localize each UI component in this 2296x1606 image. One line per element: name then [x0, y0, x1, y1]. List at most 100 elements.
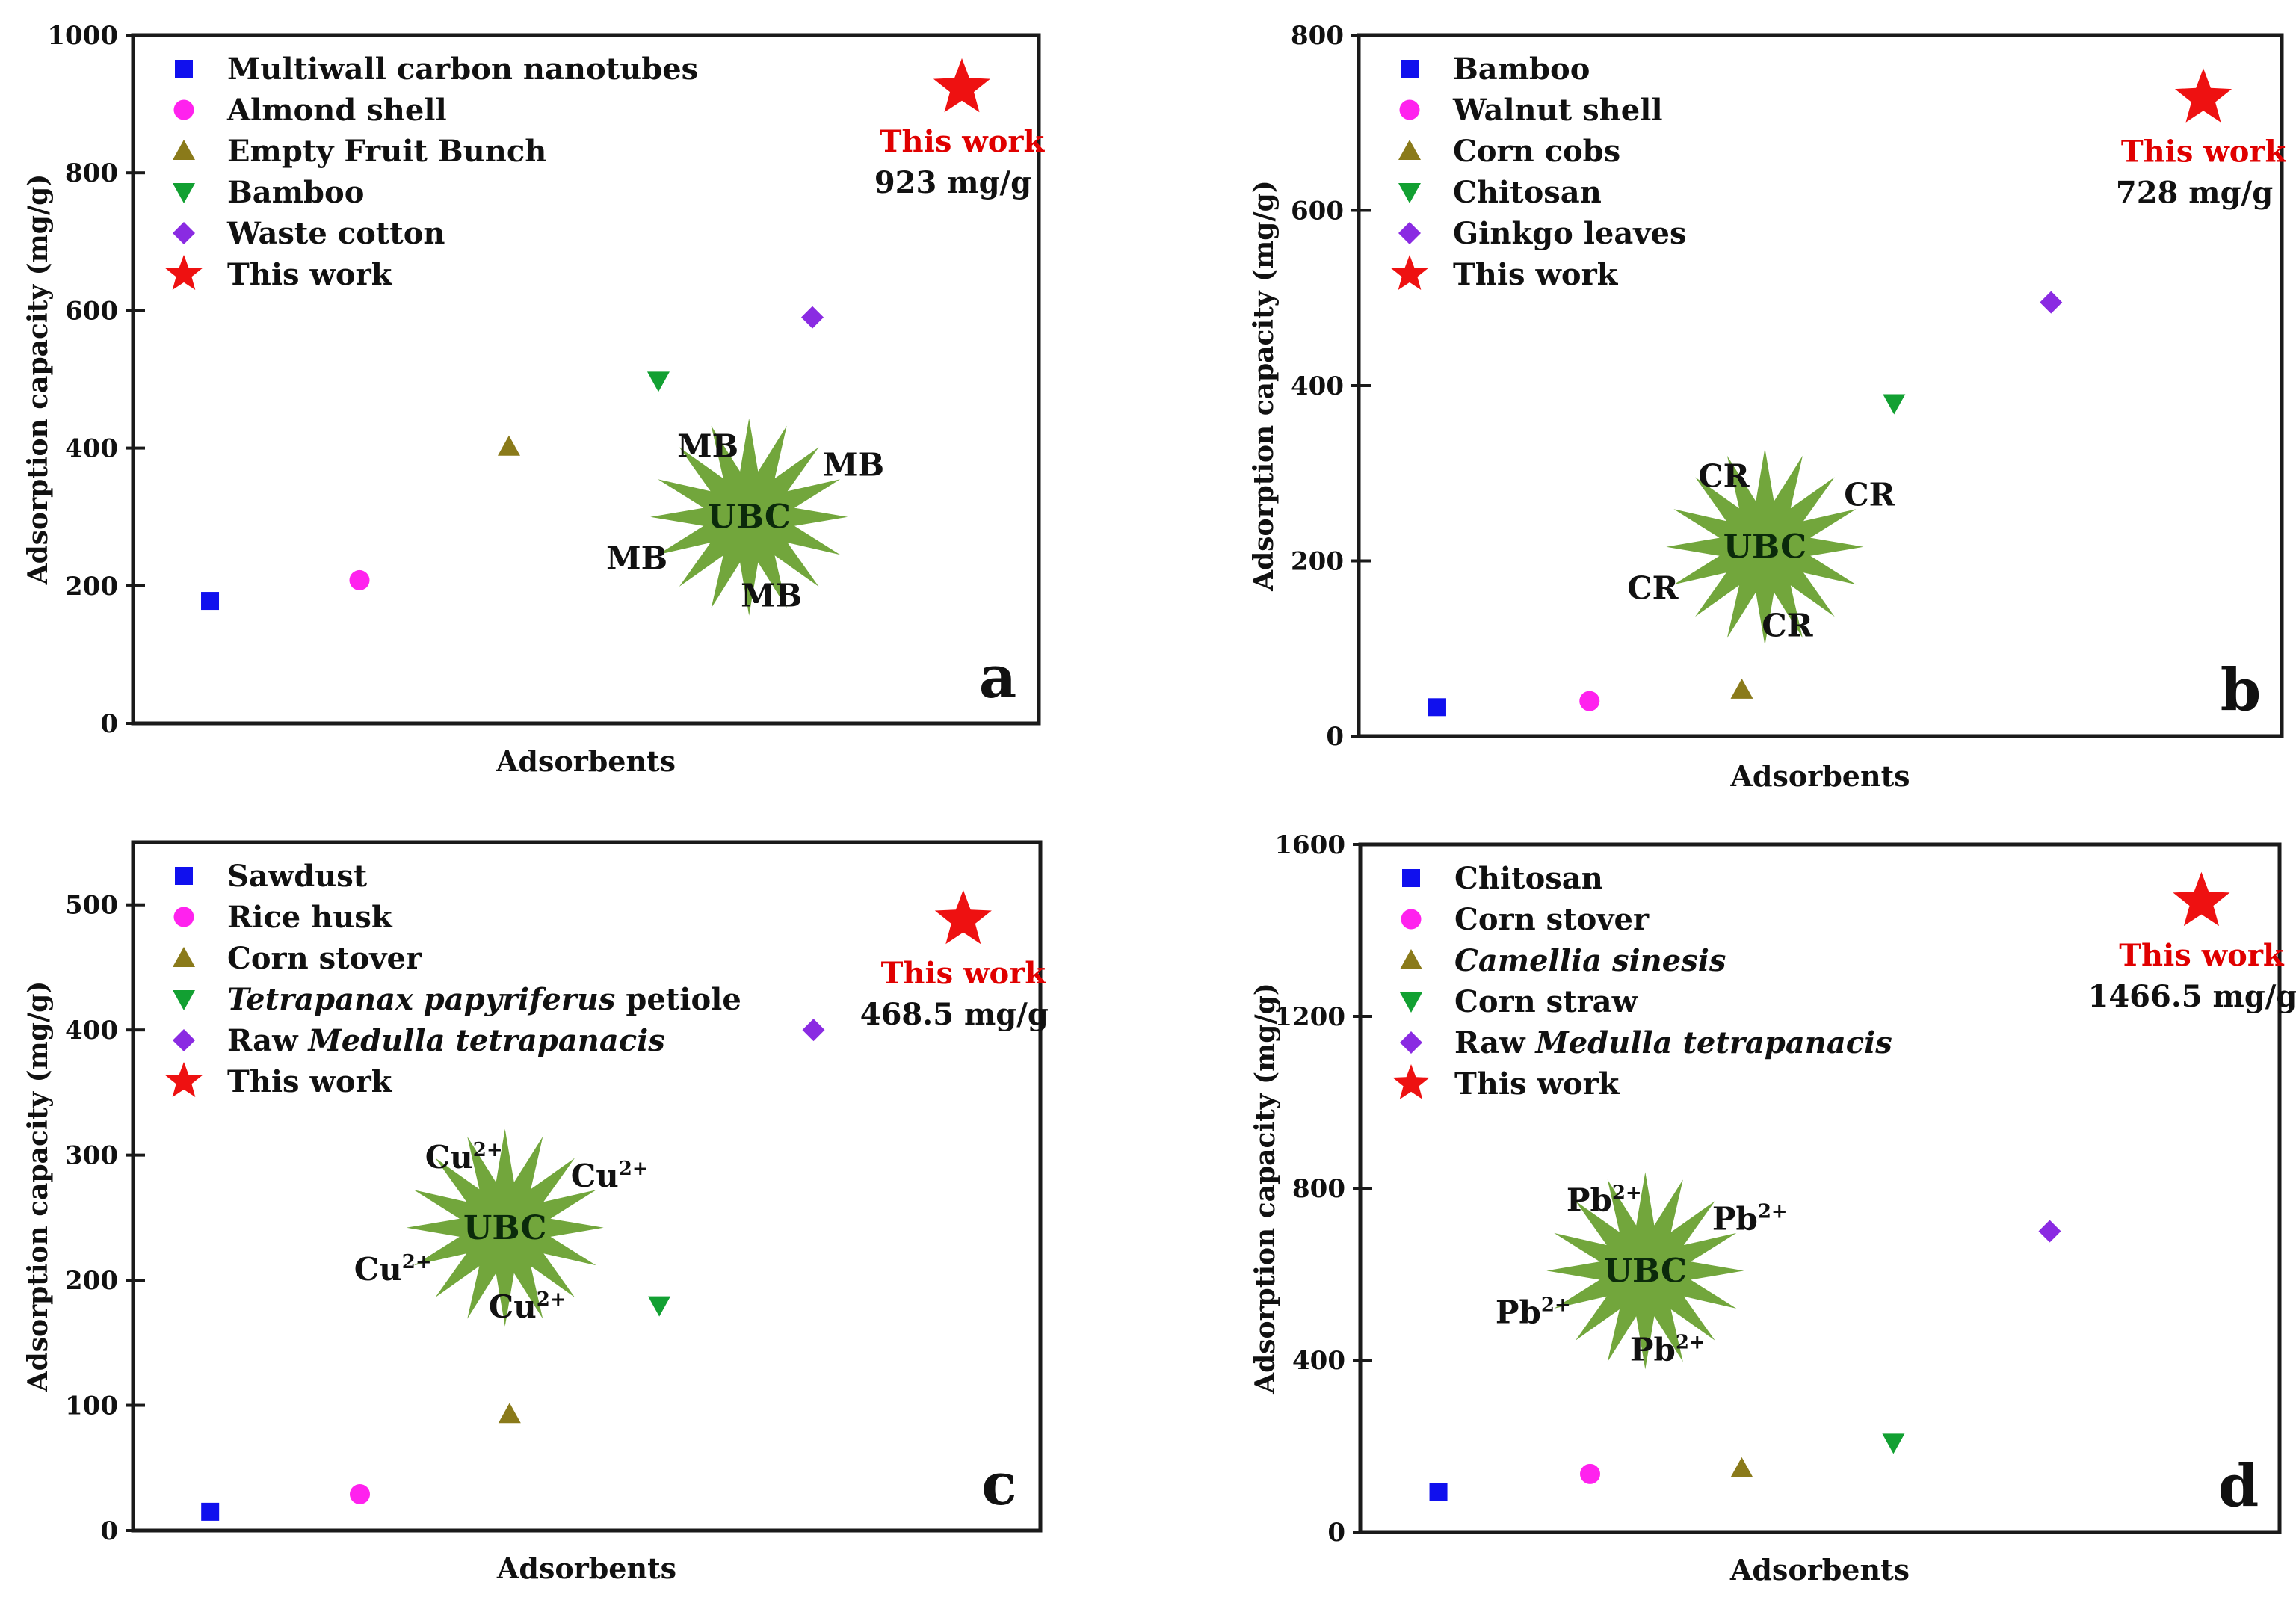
data-point	[648, 1296, 671, 1317]
legend-label: Rice husk	[227, 900, 393, 935]
legend-marker	[173, 222, 195, 244]
legend-marker	[165, 1062, 203, 1097]
panel-b: 0 200 400 600 800 Adsorption capacity (mg/g) A…	[1248, 21, 2287, 793]
adsorbate-label: Cu2+	[489, 1288, 567, 1325]
legend-marker	[173, 140, 195, 160]
legend-label: Bamboo	[227, 175, 364, 210]
y-tick-label: 100	[65, 1392, 118, 1421]
ubc-label: UBC	[1723, 528, 1806, 566]
y-tick-label: 800	[1291, 21, 1344, 51]
x-axis-label: Adsorbents	[1729, 1553, 1910, 1587]
y-tick-label: 0	[1326, 722, 1344, 752]
y-tick-label: 800	[65, 158, 118, 188]
y-tick-label: 800	[1292, 1174, 1345, 1204]
data-point	[1429, 1483, 1448, 1501]
adsorbate-label: CR	[1627, 570, 1679, 607]
legend-label: This work	[1453, 257, 1619, 292]
panel-a: 0 200 400 600 800 1000 Adsorption capacity (mg…	[22, 21, 1045, 778]
y-tick-label: 400	[65, 434, 118, 464]
data-point	[201, 1502, 220, 1521]
adsorbate-label: Pb2+	[1496, 1294, 1571, 1330]
y-tick-label: 0	[1327, 1518, 1345, 1548]
legend-label: This work	[227, 257, 393, 292]
legend-marker	[173, 183, 195, 203]
this-work-label: This work	[2121, 134, 2287, 169]
panel-letter: a	[979, 643, 1017, 711]
y-tick-label: 500	[65, 891, 118, 921]
ubc-burst	[1666, 448, 1864, 646]
legend-label: Corn straw	[1454, 984, 1639, 1019]
legend-marker	[175, 867, 193, 885]
x-axis-label: Adsorbents	[496, 744, 676, 778]
legend-label: Multiwall carbon nanotubes	[227, 52, 698, 87]
legend-marker	[1400, 1031, 1422, 1054]
legend-label: This work	[227, 1064, 393, 1099]
panel-letter: b	[2221, 656, 2262, 724]
legend-label: Ginkgo leaves	[1453, 216, 1687, 251]
legend-label: Corn stover	[227, 941, 422, 976]
y-axis-label: Adsorption capacity (mg/g)	[1248, 180, 1280, 592]
data-point	[1882, 1433, 1905, 1454]
legend-marker	[1401, 909, 1422, 930]
this-work-value: 728 mg/g	[2116, 175, 2273, 210]
data-point	[646, 371, 670, 392]
legend-marker	[1402, 869, 1420, 887]
legend-marker	[175, 60, 193, 78]
ubc-label: UBC	[707, 498, 790, 537]
adsorbate-label: MB	[606, 540, 667, 577]
y-tick-label: 200	[65, 1266, 118, 1296]
y-tick-label: 400	[1292, 1346, 1345, 1376]
data-point	[1730, 1457, 1753, 1477]
this-work-value: 923 mg/g	[874, 165, 1031, 200]
adsorbate-label: Cu2+	[354, 1251, 432, 1288]
data-point	[2040, 291, 2063, 314]
adsorbate-label: Cu2+	[571, 1158, 649, 1194]
data-point	[2173, 871, 2230, 927]
ubc-label: UBC	[463, 1209, 546, 1247]
adsorbate-label: MB	[823, 447, 884, 484]
legend-marker	[1392, 1064, 1430, 1099]
legend-marker	[173, 947, 195, 967]
x-axis-label: Adsorbents	[496, 1551, 676, 1585]
ubc-burst	[406, 1128, 604, 1327]
data-point	[349, 569, 370, 590]
legend-marker	[173, 990, 195, 1010]
ubc-label: UBC	[1604, 1252, 1687, 1290]
y-tick-label: 600	[1291, 197, 1344, 226]
y-axis-label: Adsorption capacity (mg/g)	[22, 174, 54, 586]
legend-marker	[1399, 99, 1420, 120]
y-tick-label: 400	[1291, 371, 1344, 401]
adsorbate-label: Cu2+	[425, 1139, 503, 1176]
legend-marker	[1400, 949, 1422, 969]
this-work-label: This work	[880, 124, 1046, 159]
this-work-label: This work	[881, 956, 1047, 991]
legend-label: Corn cobs	[1453, 134, 1620, 169]
y-tick-label: 200	[65, 572, 118, 602]
data-point	[2175, 68, 2232, 123]
plot-frame	[131, 33, 1041, 726]
y-axis-label: Adsorption capacity (mg/g)	[22, 981, 54, 1393]
data-point	[1579, 691, 1600, 711]
x-axis-label: Adsorbents	[1729, 759, 1910, 793]
legend-marker	[1400, 992, 1422, 1013]
y-tick-label: 1600	[1274, 830, 1345, 860]
adsorbate-label: CR	[1762, 608, 1813, 644]
data-point	[934, 889, 992, 945]
legend-label: Tetrapanax papyriferus petiole	[227, 982, 741, 1017]
legend-label: Raw Medulla tetrapanacis	[1454, 1025, 1892, 1060]
data-point	[201, 592, 220, 611]
adsorbate-label: Pb2+	[1567, 1182, 1642, 1218]
panel-c: 0 100 200 300 400 500 Adsorption capacity (mg/…	[22, 840, 1049, 1585]
legend-marker	[173, 1029, 195, 1051]
data-point	[1580, 1463, 1600, 1484]
y-tick-label: 400	[65, 1016, 118, 1046]
y-axis-label: Adsorption capacity (mg/g)	[1250, 983, 1281, 1395]
legend-label: Almond shell	[226, 93, 447, 128]
adsorbate-label: Pb2+	[1712, 1200, 1788, 1237]
this-work-value: 468.5 mg/g	[860, 997, 1049, 1032]
panel-letter: c	[981, 1451, 1017, 1519]
adsorbate-label: MB	[741, 578, 802, 614]
adsorbate-label: CR	[1698, 458, 1750, 495]
data-point	[497, 435, 520, 456]
